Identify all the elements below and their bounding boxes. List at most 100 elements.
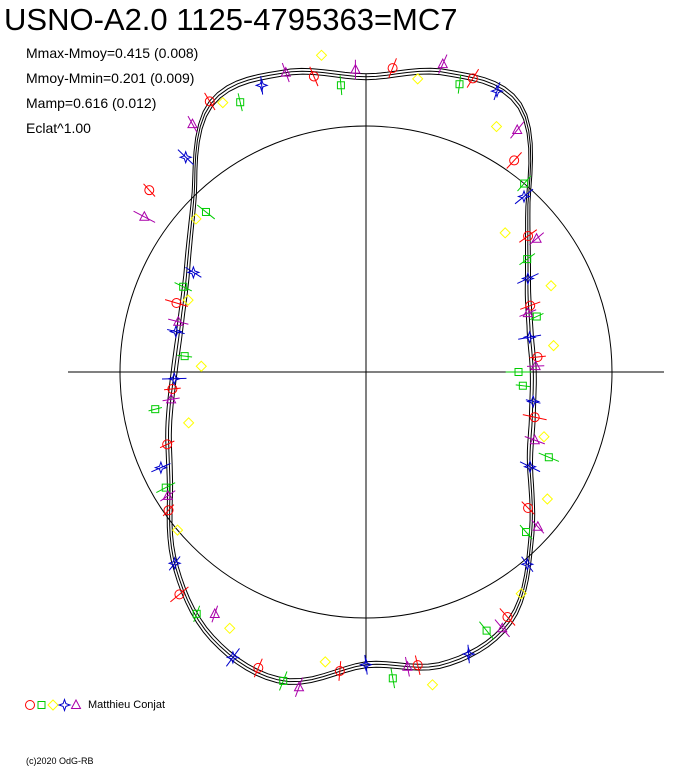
data-point-square xyxy=(388,674,397,683)
data-point-circle xyxy=(167,383,178,394)
legend-symbols xyxy=(25,698,82,712)
data-point-triangle xyxy=(350,63,361,74)
data-point-triangle xyxy=(187,118,198,129)
legend: Matthieu Conjat xyxy=(24,697,165,713)
data-point-square xyxy=(161,483,170,492)
point-error-bar xyxy=(519,309,537,317)
data-point-diamond xyxy=(224,622,236,635)
data-point-circle xyxy=(308,71,319,82)
data-point-triangle xyxy=(280,66,292,77)
point-error-bar xyxy=(364,654,368,675)
data-point-star xyxy=(153,460,168,475)
data-point-circle xyxy=(163,505,174,516)
data-point-triangle xyxy=(531,232,542,243)
data-point-circle xyxy=(525,300,536,311)
data-point-square xyxy=(180,352,189,361)
point-error-bar xyxy=(493,82,501,101)
data-point-triangle xyxy=(496,622,508,633)
point-error-bar xyxy=(531,519,545,534)
data-point-triangle xyxy=(209,607,221,618)
point-error-bar xyxy=(156,482,176,493)
point-error-bar xyxy=(237,93,243,112)
data-point-diamond xyxy=(319,656,331,668)
point-error-bar xyxy=(196,204,216,220)
legend-observer-label: Matthieu Conjat xyxy=(88,699,166,711)
point-error-bar xyxy=(170,586,189,603)
data-point-circle xyxy=(502,611,513,622)
data-point-diamond xyxy=(547,339,560,352)
data-point-square xyxy=(236,98,245,107)
data-point-star xyxy=(178,150,193,165)
reference-circle xyxy=(119,125,613,619)
data-point-star xyxy=(489,84,505,99)
stat-mmoy-mmin: Mmoy-Mmin=0.201 (0.009) xyxy=(26,70,195,86)
data-point-star xyxy=(186,265,201,280)
data-point-diamond xyxy=(182,417,195,429)
point-error-bar xyxy=(159,440,175,449)
data-point-diamond xyxy=(315,49,328,62)
point-error-bar xyxy=(414,655,421,675)
point-error-bar xyxy=(177,149,194,166)
data-point-star xyxy=(167,556,182,571)
data-point-star xyxy=(520,557,535,572)
point-error-bar xyxy=(525,399,541,404)
point-error-bar xyxy=(294,677,304,698)
data-point-triangle xyxy=(172,315,184,326)
point-error-bar xyxy=(494,619,510,638)
data-point-diamond xyxy=(195,360,207,372)
point-error-bar xyxy=(519,253,536,266)
point-error-bar xyxy=(519,461,541,473)
stat-eclat: Eclat^1.00 xyxy=(26,120,91,136)
data-point-circle xyxy=(174,589,185,600)
point-error-bar xyxy=(514,188,534,205)
point-error-bar xyxy=(519,524,533,540)
point-error-bar xyxy=(466,68,480,88)
point-error-bar xyxy=(168,318,189,325)
model-curve-envelope xyxy=(165,67,537,685)
point-error-bar xyxy=(522,414,547,421)
legend-square-icon xyxy=(37,701,46,709)
point-error-bar xyxy=(517,273,539,284)
legend-triangle-icon xyxy=(70,698,82,709)
point-error-bar xyxy=(161,377,187,380)
point-error-bar xyxy=(404,656,410,677)
data-point-diamond xyxy=(411,73,424,85)
legend-star-icon xyxy=(57,698,72,712)
data-point-circle xyxy=(532,351,543,362)
data-point-triangle xyxy=(437,58,449,69)
point-error-bar xyxy=(162,397,180,402)
data-point-diamond xyxy=(515,587,527,600)
data-point-circle xyxy=(412,660,423,671)
point-error-bar xyxy=(499,608,516,626)
point-error-bar xyxy=(279,671,288,691)
data-point-diamond xyxy=(499,227,511,239)
data-points xyxy=(133,49,560,698)
point-error-bar xyxy=(281,62,290,83)
data-point-star xyxy=(522,330,537,345)
data-point-triangle xyxy=(532,520,544,531)
point-error-bar xyxy=(143,183,156,197)
data-point-circle xyxy=(171,298,182,309)
point-error-bar xyxy=(438,54,448,74)
point-error-bar xyxy=(164,387,181,391)
stat-mmax-mmoy: Mmax-Mmoy=0.415 (0.008) xyxy=(26,45,199,61)
data-point-square xyxy=(482,626,491,635)
data-point-diamond xyxy=(182,294,194,306)
model-curve-envelope xyxy=(170,73,531,680)
data-point-circle xyxy=(387,63,398,74)
data-point-square xyxy=(532,312,541,321)
data-point-square xyxy=(179,282,188,291)
point-error-bar xyxy=(204,92,216,111)
legend-circle-icon xyxy=(25,700,35,710)
data-point-star xyxy=(522,459,538,474)
point-error-bar xyxy=(167,329,185,335)
data-point-triangle xyxy=(511,123,523,135)
data-point-square xyxy=(279,676,288,685)
data-point-circle xyxy=(523,231,534,242)
point-error-bar xyxy=(339,75,343,96)
data-point-diamond xyxy=(541,493,554,505)
point-error-bar xyxy=(162,504,175,517)
data-point-square xyxy=(151,405,160,414)
data-point-circle xyxy=(509,155,520,166)
